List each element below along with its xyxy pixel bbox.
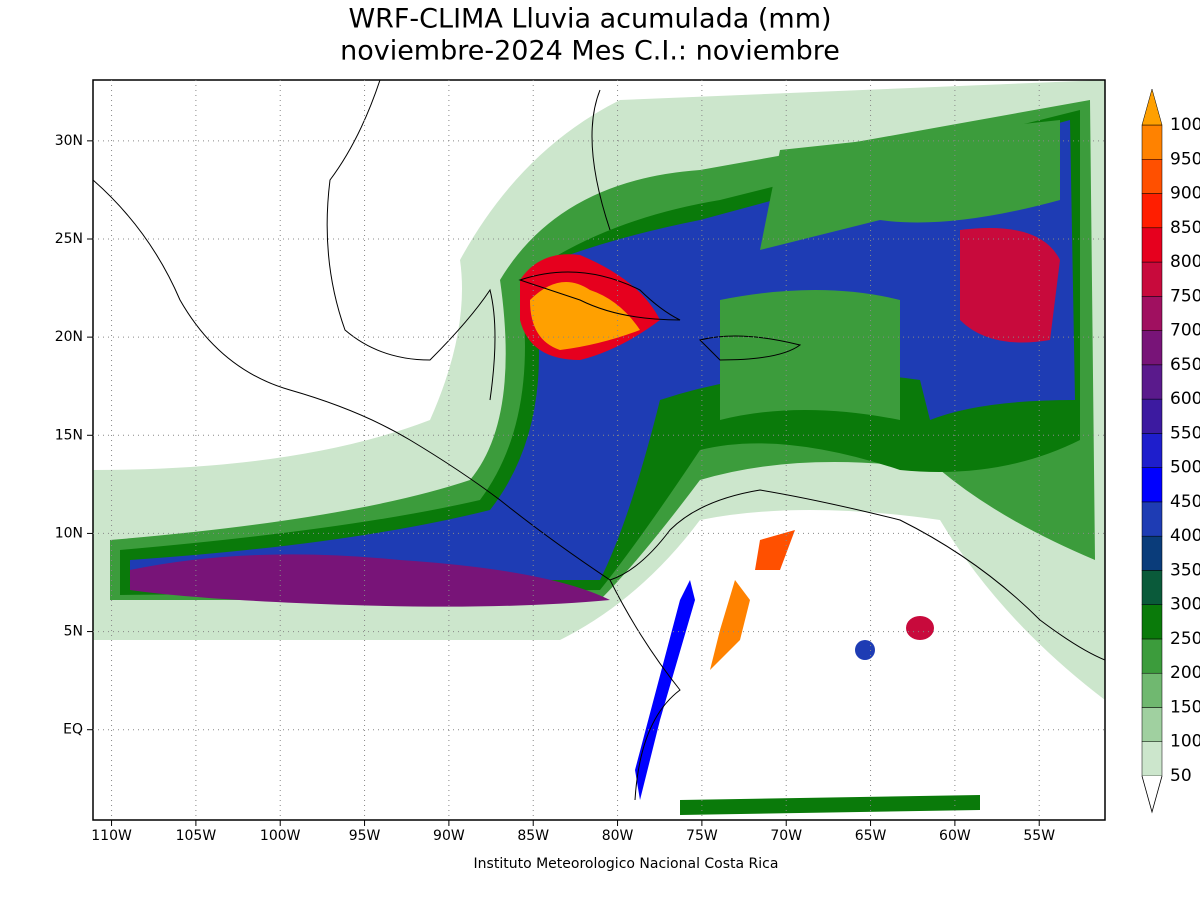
colorbar-box [1141,159,1163,194]
x-tick-label: 75W [686,828,718,844]
colorbar-box [1141,604,1163,640]
y-tick-label: 5N [64,624,83,640]
colorbar-box [1141,638,1163,674]
y-tick-label: 30N [55,133,83,149]
colorbar-box [1141,672,1163,708]
x-tick-label: 65W [855,828,887,844]
colorbar-box [1141,398,1163,434]
colorbar-label: 350 [1170,560,1200,580]
colorbar-label: 800 [1170,252,1200,272]
x-tick-label: 55W [1023,828,1055,844]
colorbar-box [1141,124,1163,160]
x-tick-label: 90W [433,828,465,844]
x-tick-label: 110W [91,828,132,844]
colorbar-label: 200 [1170,663,1200,683]
colorbar-box [1141,227,1163,263]
colorbar-box [1141,741,1163,777]
colorbar-box [1141,467,1163,503]
colorbar-label: 1000 [1170,115,1200,135]
footer: Instituto Meteorologico Nacional Costa R… [474,856,779,872]
rainfall-field [93,80,1105,820]
colorbar-label: 750 [1170,286,1200,306]
colorbar-label: 600 [1170,389,1200,409]
y-tick-label: 10N [55,525,83,541]
x-tick-label: 80W [602,828,634,844]
colorbar-label: 50 [1170,766,1192,786]
x-tick-label: 60W [939,828,971,844]
colorbar-label: 250 [1170,629,1200,649]
y-tick-label: 25N [55,231,83,247]
colorbar-box [1141,707,1163,742]
colorbar-label: 100 [1170,732,1200,752]
colorbar-box [1141,535,1163,571]
title-line: WRF-CLIMA Lluvia acumulada (mm) [348,4,831,35]
y-tick-label: 20N [55,329,83,345]
x-tick-label: 100W [260,828,301,844]
x-tick-label: 85W [517,828,549,844]
y-tick-label: EQ [63,722,83,738]
colorbar-box [1141,501,1163,537]
colorbar-label: 400 [1170,526,1200,546]
colorbar-box [1141,364,1163,400]
map-frame [92,79,1106,821]
colorbar-under-arrow [1141,775,1163,814]
colorbar-box [1141,261,1163,297]
colorbar-box [1141,433,1163,468]
colorbar-label: 950 [1170,149,1200,169]
colorbar-label: 850 [1170,218,1200,238]
colorbar-over-arrow [1141,88,1163,126]
colorbar-label: 450 [1170,492,1200,512]
y-tick-label: 15N [55,427,83,443]
colorbar-label: 650 [1170,355,1200,375]
colorbar-label: 900 [1170,184,1200,204]
title-line: noviembre-2024 Mes C.I.: noviembre [340,36,840,67]
colorbar-label: 300 [1170,595,1200,615]
colorbar-box [1141,296,1163,331]
colorbar-label: 150 [1170,697,1200,717]
x-tick-label: 95W [349,828,381,844]
x-tick-label: 70W [770,828,802,844]
colorbar-label: 700 [1170,321,1200,341]
colorbar-label: 500 [1170,458,1200,478]
x-tick-label: 105W [176,828,217,844]
colorbar-box [1141,330,1163,366]
colorbar-label: 550 [1170,423,1200,443]
colorbar-box [1141,570,1163,605]
colorbar-box [1141,193,1163,229]
